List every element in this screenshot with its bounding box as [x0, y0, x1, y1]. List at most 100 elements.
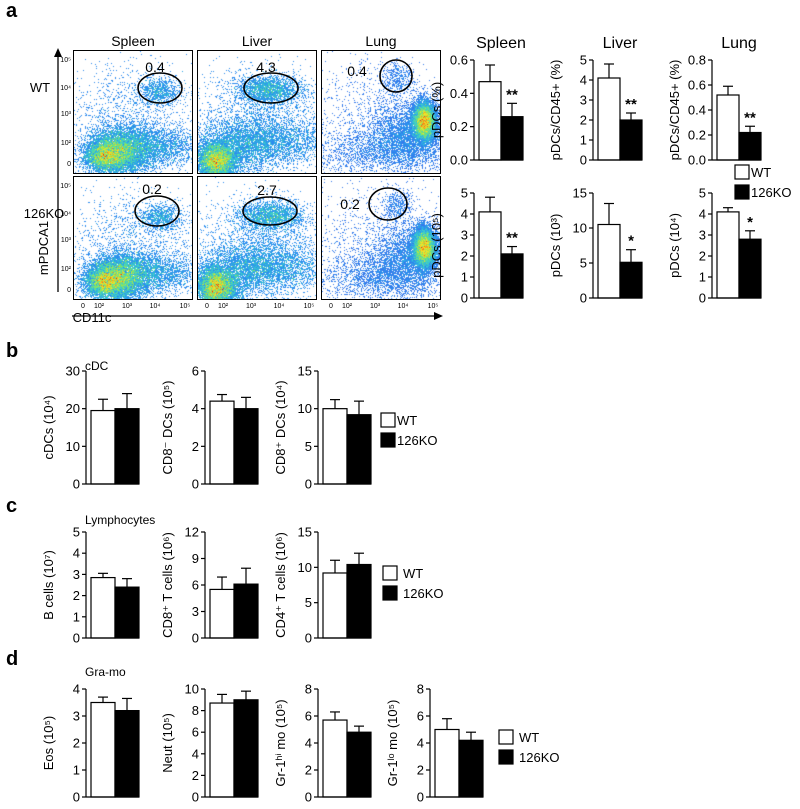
gate-percent-ko-spleen: 0.2 [142, 181, 162, 197]
bar-wt [322, 408, 348, 485]
y-tick-label: 0 [192, 790, 199, 805]
y-tick-label: 0.6 [688, 78, 706, 93]
y-tick-label: 8 [192, 703, 199, 718]
y-tick-label: 6 [417, 709, 424, 724]
y-tick-label: 5 [73, 525, 80, 540]
flow-tick-label: 0 [81, 303, 85, 310]
legend-label-ko: 126KO [751, 185, 791, 200]
gate-ellipse [243, 72, 299, 104]
y-tick-label: 2 [417, 763, 424, 778]
bar-chart: 0.0 0.2 0.4 0.6 ** pDCs (%) Spleen [429, 35, 526, 168]
y-tick-label: 10 [298, 401, 312, 416]
legend-label-wt: WT [397, 413, 417, 428]
flow-title-liver: Liver [242, 33, 273, 49]
legend-swatch-ko [380, 432, 396, 448]
flow-tick-label: 10⁵ [60, 57, 71, 64]
flow-tick-label: 10² [342, 303, 353, 310]
y-axis-label: pDCs/CD45+ (%) [548, 60, 563, 161]
panel-letter-a: a [6, 0, 18, 22]
legend-swatch-wt [498, 729, 514, 745]
y-tick-label: 2 [73, 588, 80, 603]
y-tick-label: 3 [73, 567, 80, 582]
flow-tick-label: 10⁵ [180, 303, 191, 310]
y-axis-label: CD4⁺ T cells (10⁶) [273, 532, 288, 638]
y-tick-label: 4 [417, 736, 424, 751]
legend-swatch-ko [382, 585, 398, 601]
bar-ko [346, 731, 372, 798]
flow-tick-label: 10³ [61, 111, 72, 118]
y-tick-label: 0 [192, 631, 199, 646]
y-tick-label: 15 [298, 364, 312, 379]
bar-ko [233, 699, 259, 798]
legend-swatch-ko [734, 184, 750, 200]
y-tick-label: 0.4 [450, 86, 468, 101]
flow-title-spleen: Spleen [111, 33, 155, 49]
significance-marker: * [747, 214, 753, 231]
y-axis-arrowhead [54, 48, 62, 57]
bar-ko [619, 119, 643, 161]
bar-ko [619, 261, 643, 299]
y-axis-label: B cells (10⁷) [41, 550, 56, 620]
y-tick-label: 30 [66, 364, 80, 379]
gate-ellipse [368, 187, 408, 221]
y-axis-label: pDCs (10⁴) [667, 213, 682, 278]
gate-ellipse [137, 72, 183, 104]
y-tick-label: 0.2 [688, 128, 706, 143]
legend-swatch-wt [382, 565, 398, 581]
flow-density-image [322, 177, 440, 299]
bar-chart: 0 5 10 15 CD4⁺ T cells (10⁶) [273, 525, 372, 646]
flow-tick-label: 0 [67, 161, 71, 168]
y-tick-label: 0 [73, 477, 80, 492]
y-tick-label: 1 [73, 763, 80, 778]
y-tick-label: 4 [580, 73, 587, 88]
gate-percent-wt-liver: 4.3 [256, 59, 276, 75]
bar-wt [90, 701, 116, 798]
bar-wt [597, 223, 621, 299]
flow-density-image [74, 51, 192, 173]
gate-percent-ko-liver: 2.7 [257, 182, 277, 198]
y-tick-label: 1 [461, 270, 468, 285]
y-tick-label: 4 [192, 746, 199, 761]
legend-label-ko: 126KO [403, 586, 443, 601]
y-tick-label: 5 [699, 186, 706, 201]
y-tick-label: 3 [73, 709, 80, 724]
panel-d-subtitle: Gra-mo [85, 665, 126, 679]
y-tick-label: 5 [305, 439, 312, 454]
y-tick-label: 0 [192, 477, 199, 492]
bar-wt [209, 702, 235, 798]
y-tick-label: 2 [699, 249, 706, 264]
y-tick-label: 8 [417, 682, 424, 697]
y-axis-label: CD8⁺ T cells (10⁶) [160, 532, 175, 638]
y-axis-label: pDCs/CD45+ (%) [667, 60, 682, 161]
legend-label-ko: 126KO [397, 433, 437, 448]
bar-wt [90, 576, 116, 639]
flow-overlay: Spleen Liver Lung WT 126KO 0.4 4.3 0.4 0… [24, 33, 443, 325]
y-tick-label: 9 [192, 551, 199, 566]
chart-title: Spleen [476, 35, 526, 52]
y-tick-label: 12 [185, 525, 199, 540]
bar-ko [114, 709, 140, 798]
flow-plot-wt-liver [197, 50, 317, 174]
bar-ko [233, 408, 259, 485]
flow-tick-label: 10³ [61, 237, 72, 244]
y-tick-label: 0.0 [450, 153, 468, 168]
y-tick-label: 0.6 [450, 53, 468, 68]
legend-label-wt: WT [403, 566, 423, 581]
y-tick-label: 5 [580, 256, 587, 271]
chart-title: Liver [603, 35, 638, 52]
y-tick-label: 5 [461, 186, 468, 201]
chart-title: Lung [721, 35, 757, 52]
bar-ko [233, 583, 259, 639]
bar-chart: 0 2 4 6 8 Gr-1ʰⁱ mo (10⁵) [273, 682, 372, 805]
gate-ellipse [134, 195, 180, 227]
y-axis-label: Neut (10⁵) [160, 713, 175, 773]
flow-tick-label: 10³ [246, 303, 257, 310]
flow-y-axis-label: mPDCA1 [36, 221, 51, 275]
bar-wt [434, 728, 460, 798]
flow-density-image [198, 177, 316, 299]
flow-tick-label: 10² [61, 266, 72, 273]
y-axis-label: Eos (10⁵) [41, 716, 56, 771]
y-tick-label: 4 [699, 207, 706, 222]
y-axis-label: cDCs (10⁴) [41, 395, 56, 459]
y-tick-label: 4 [73, 546, 80, 561]
